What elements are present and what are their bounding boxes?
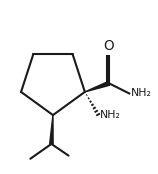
Text: NH₂: NH₂ <box>100 110 121 120</box>
Text: O: O <box>104 39 114 53</box>
Polygon shape <box>85 81 110 92</box>
Text: NH₂: NH₂ <box>131 88 152 98</box>
Polygon shape <box>50 115 53 144</box>
